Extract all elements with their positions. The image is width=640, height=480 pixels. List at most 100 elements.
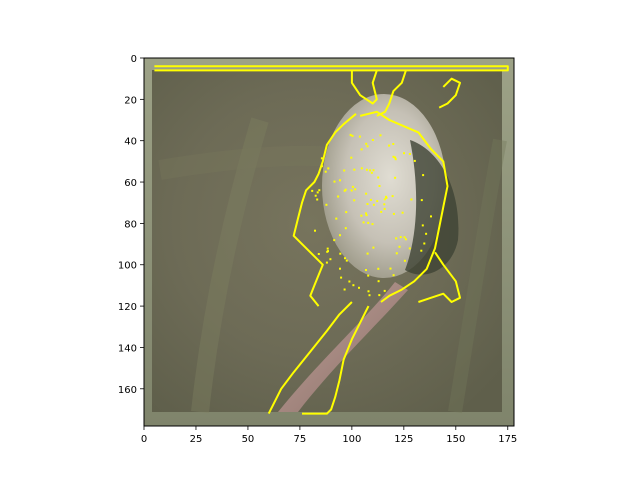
edge-dot: [327, 167, 330, 170]
edge-dot: [369, 169, 371, 172]
edge-dot: [369, 198, 372, 201]
edge-path-stem-right: [302, 305, 370, 415]
edge-dot: [365, 269, 367, 271]
edge-dot: [326, 247, 329, 250]
edge-dot: [392, 274, 395, 277]
edge-dot: [366, 145, 369, 148]
edge-dot: [367, 221, 370, 224]
edge-dot: [360, 214, 363, 217]
edge-dot: [316, 198, 319, 201]
edge-dot: [408, 153, 411, 155]
edge-dot: [351, 134, 354, 137]
x-tick-label: 75: [294, 434, 307, 445]
edge-dot: [365, 192, 368, 195]
y-tick-label: 140: [118, 343, 137, 354]
edge-dot: [344, 227, 347, 230]
edge-dot: [377, 176, 380, 179]
edge-dot: [317, 253, 320, 255]
edge-dot: [383, 198, 386, 201]
edge-dot: [392, 143, 395, 145]
x-tick-label: 25: [190, 434, 203, 445]
edge-dot: [324, 170, 327, 173]
edge-dot: [391, 195, 394, 198]
edge-dot: [339, 179, 341, 182]
edge-dot: [339, 234, 341, 237]
edge-path-top-grass-right: [376, 70, 407, 117]
edge-dot: [345, 259, 348, 262]
edge-dot: [333, 180, 336, 183]
edge-path-flower-right-outline: [359, 110, 449, 303]
edge-dot: [360, 148, 363, 151]
edge-dot: [389, 267, 392, 270]
edge-dot: [360, 167, 363, 170]
axes-spine: [143, 57, 515, 427]
edge-path-flower-left-outline: [292, 113, 357, 307]
edge-dot: [421, 224, 424, 227]
edge-dot: [343, 288, 346, 291]
edge-dot: [395, 237, 398, 240]
y-tick-label: 120: [118, 302, 137, 313]
edge-dot: [413, 159, 416, 162]
edge-dot: [372, 169, 375, 172]
y-tick-label: 160: [118, 385, 137, 396]
edge-dot: [372, 203, 375, 206]
x-axis: 0 25 50 75 100 125 150 175: [141, 426, 517, 445]
edge-dot: [340, 276, 343, 279]
edge-path-top-grass-left: [350, 70, 378, 105]
edge-dot: [337, 195, 340, 198]
edge-dot: [372, 246, 375, 249]
edge-dot: [422, 174, 425, 177]
edge-dot: [379, 134, 382, 137]
edge-dot: [344, 257, 346, 260]
edge-dot: [365, 212, 367, 215]
edge-dot: [358, 286, 360, 289]
edge-dot: [423, 242, 426, 245]
edge-dot: [394, 156, 397, 159]
edge-dot: [365, 142, 368, 145]
edge-dot: [404, 238, 407, 241]
edge-dot: [348, 280, 351, 283]
edge-dot: [366, 203, 369, 205]
x-tick-label: 50: [242, 434, 255, 445]
edge-dot: [403, 259, 406, 262]
edge-dot: [371, 139, 374, 141]
edge-dot: [376, 200, 379, 203]
edge-dot: [394, 158, 397, 161]
edge-dot: [329, 258, 332, 261]
edge-dot: [335, 217, 338, 220]
edge-dot: [343, 189, 346, 192]
edge-dot: [403, 152, 405, 155]
edge-dot: [353, 168, 356, 171]
edge-dot: [320, 157, 323, 160]
edge-dot: [325, 203, 328, 206]
edge-dot: [344, 188, 347, 191]
edge-dot: [368, 294, 371, 297]
edge-dot: [366, 252, 369, 255]
edge-dot: [425, 232, 428, 235]
edge-dot: [392, 155, 395, 158]
edge-dot: [371, 223, 374, 226]
x-tick-label: 175: [498, 434, 517, 445]
flower-stem: [278, 282, 408, 412]
y-tick-label: 20: [124, 95, 137, 106]
edge-dot: [378, 294, 381, 297]
edge-dot: [394, 176, 397, 179]
y-tick-label: 80: [124, 219, 137, 230]
edge-dot: [365, 214, 368, 217]
edge-dot: [395, 252, 398, 255]
edge-dot: [388, 144, 391, 147]
edge-dot: [354, 188, 357, 191]
edge-dot: [410, 198, 413, 201]
edge-dot: [380, 210, 383, 213]
edge-dot: [333, 239, 336, 242]
edge-dot: [383, 203, 386, 206]
edge-dot: [314, 229, 316, 232]
edge-dot: [385, 195, 387, 198]
edge-dot: [383, 207, 386, 210]
y-tick-label: 100: [118, 261, 137, 272]
x-tick-label: 0: [141, 434, 147, 445]
edge-dot: [383, 289, 386, 292]
edge-dot: [377, 280, 380, 283]
edge-dot: [350, 156, 353, 159]
